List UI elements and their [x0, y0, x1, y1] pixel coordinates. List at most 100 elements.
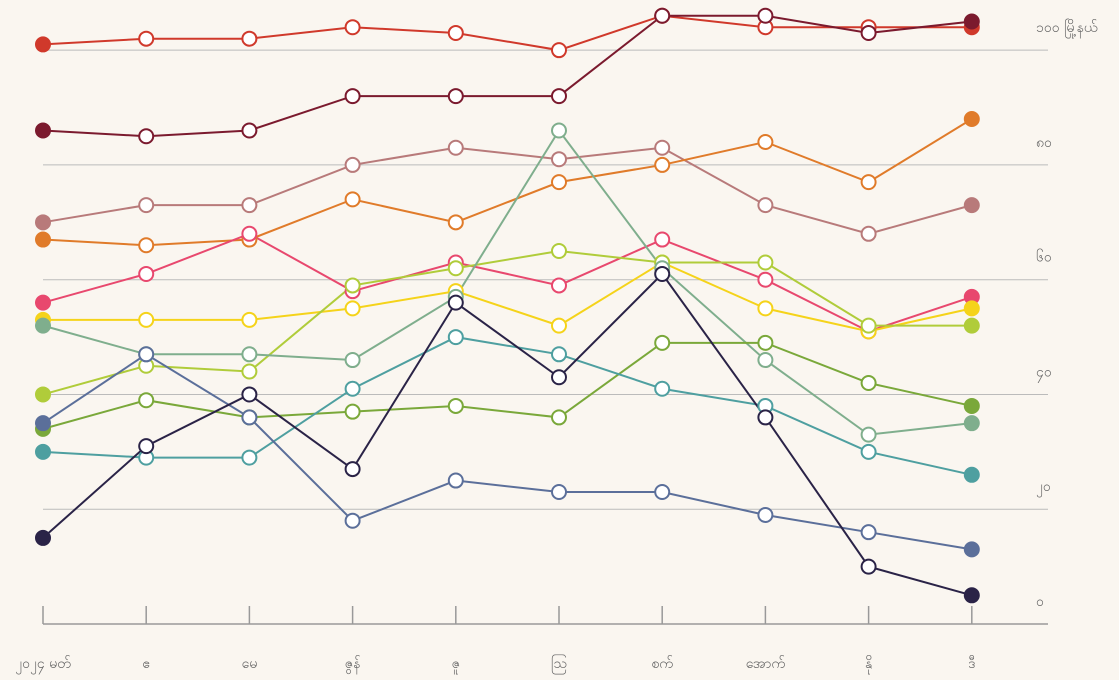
point	[35, 386, 51, 403]
point	[344, 300, 361, 317]
point	[447, 397, 464, 414]
series-line	[42, 249, 972, 396]
point	[860, 24, 877, 41]
x-tick-label: ဧ	[142, 656, 150, 672]
point	[860, 174, 877, 191]
point	[757, 300, 774, 317]
point	[551, 277, 567, 294]
point	[551, 88, 567, 105]
point	[963, 13, 980, 30]
point	[447, 260, 464, 277]
point	[447, 294, 464, 311]
point	[860, 374, 877, 391]
point	[138, 265, 155, 282]
point	[963, 197, 980, 214]
point	[447, 24, 464, 41]
point	[344, 461, 361, 478]
point	[551, 151, 567, 168]
series-line	[42, 336, 973, 476]
point	[654, 231, 671, 248]
y-tick-label: ၁၀၀ မြို့နယ်	[1036, 19, 1098, 38]
point	[654, 7, 671, 24]
point	[138, 311, 155, 328]
point	[860, 225, 877, 242]
point	[757, 352, 774, 369]
point	[551, 484, 567, 501]
point	[241, 449, 258, 466]
point	[241, 363, 258, 380]
point	[654, 334, 671, 351]
series-line	[43, 261, 973, 333]
series-line	[42, 146, 973, 235]
x-tick-label: ၂၀၂၄ မတ်	[15, 656, 71, 674]
point	[241, 311, 258, 328]
point	[344, 512, 361, 529]
point	[447, 88, 464, 105]
y-tick-label: ၀	[1036, 594, 1044, 610]
point	[35, 122, 51, 139]
point	[447, 472, 464, 489]
point	[344, 277, 361, 294]
point	[447, 139, 464, 156]
point	[963, 111, 980, 128]
point	[344, 380, 361, 397]
y-tick-label: ၄၀	[1036, 364, 1052, 382]
point	[551, 369, 567, 386]
point	[241, 386, 258, 403]
point	[344, 352, 361, 369]
point	[35, 529, 51, 546]
x-tick-label: ဇူ	[452, 656, 460, 674]
point	[757, 7, 774, 24]
point	[551, 409, 567, 426]
point	[344, 403, 361, 420]
x-tick-label: နို	[865, 656, 873, 674]
point	[241, 122, 258, 139]
point	[551, 42, 567, 59]
point	[757, 254, 774, 271]
x-tick-label: ဩ	[551, 655, 567, 674]
y-tick-label: ၈၀	[1036, 135, 1052, 151]
point	[35, 36, 51, 53]
point	[344, 156, 361, 173]
point	[138, 128, 155, 145]
point	[860, 524, 877, 541]
point	[757, 271, 774, 288]
point	[344, 88, 361, 105]
point	[860, 317, 877, 334]
point	[138, 30, 155, 47]
series-line	[42, 118, 973, 247]
point	[551, 174, 567, 191]
point	[138, 237, 155, 254]
point	[963, 587, 980, 604]
point	[757, 197, 774, 214]
point	[757, 334, 774, 351]
y-tick-label: ၆၀	[1036, 250, 1052, 266]
point	[241, 197, 258, 214]
series-line	[42, 14, 972, 138]
point	[654, 156, 671, 173]
point	[551, 346, 567, 363]
point	[35, 294, 51, 311]
series-line	[42, 14, 972, 52]
point	[654, 484, 671, 501]
point	[860, 426, 877, 443]
point	[138, 346, 155, 363]
point	[963, 415, 980, 432]
point	[138, 392, 155, 409]
x-tick-label: စက်	[651, 656, 673, 672]
point	[35, 443, 51, 460]
point	[35, 214, 51, 231]
series-line	[42, 128, 972, 436]
point	[138, 197, 155, 214]
point	[757, 133, 774, 150]
point	[963, 397, 980, 414]
series-line	[42, 353, 972, 551]
point	[757, 506, 774, 523]
y-tick-label: ၂၀	[1036, 479, 1051, 497]
point	[447, 329, 464, 346]
point	[35, 231, 51, 248]
point	[654, 265, 671, 282]
series-line	[42, 232, 973, 333]
point	[241, 30, 258, 47]
